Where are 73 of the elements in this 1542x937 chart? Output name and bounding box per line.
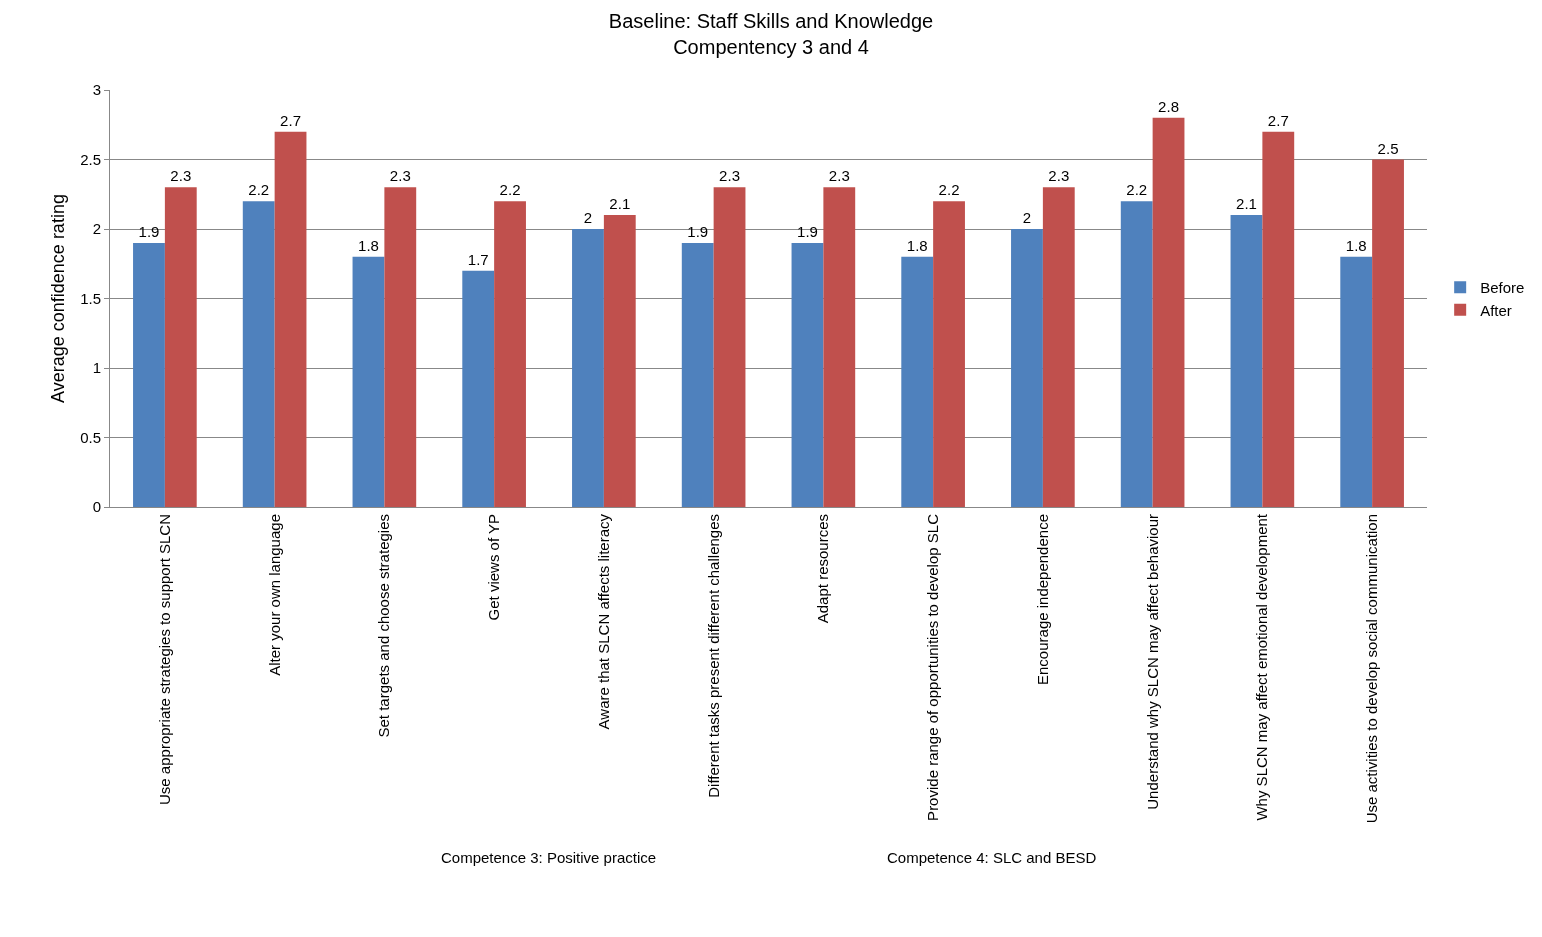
bar <box>933 201 965 507</box>
x-tick-label: Different tasks present different challenges <box>704 514 722 798</box>
bar <box>1340 256 1373 507</box>
data-label: 2.2 <box>499 181 521 199</box>
y-tick-label: 2 <box>92 220 101 238</box>
bar <box>242 201 275 507</box>
bar <box>494 201 526 507</box>
x-tick-label: Get views of YP <box>485 514 503 621</box>
bar <box>713 187 746 507</box>
data-label: 2.1 <box>1236 195 1257 213</box>
data-label: 2.2 <box>248 181 270 199</box>
x-tick-label: Alter your own language <box>265 514 283 676</box>
data-label: 2.3 <box>828 167 850 185</box>
y-tick-label: 1.5 <box>80 289 101 307</box>
x-tick-label: Encourage independence <box>1033 514 1051 685</box>
bar <box>1042 187 1075 507</box>
x-tick-label: Why SLCN may affect emotional development <box>1253 513 1271 821</box>
bar <box>1262 131 1295 507</box>
bar <box>1011 229 1043 507</box>
bar <box>274 131 307 507</box>
data-label: 1.7 <box>467 250 489 268</box>
data-label: 1.9 <box>687 222 709 240</box>
data-label: 2.8 <box>1158 97 1179 115</box>
bar <box>384 187 417 507</box>
x-tick-label: Aware that SLCN affects literacy <box>594 513 612 730</box>
data-label: 2 <box>1022 209 1032 226</box>
data-label: 2.1 <box>609 195 631 213</box>
y-axis-title: Average confidence rating <box>48 194 68 403</box>
x-tick-label: Provide range of opportunities to develop SLC <box>924 513 942 821</box>
data-label: 2.7 <box>1267 111 1289 129</box>
bar <box>352 256 385 507</box>
x-tick-label: Use activities to develop social communication <box>1363 514 1381 824</box>
bar <box>1372 159 1404 507</box>
legend-label: Before <box>1480 279 1525 297</box>
data-label: 1.8 <box>906 236 928 254</box>
data-label: 2.5 <box>1377 139 1399 157</box>
text: Competence 3: Positive practice <box>441 849 657 866</box>
y-tick-label: 1 <box>92 359 101 377</box>
data-label: 2.3 <box>1048 167 1070 185</box>
data-label: 2 <box>583 209 593 226</box>
bar <box>164 187 197 507</box>
bar <box>1152 117 1185 507</box>
x-tick-label: Set targets and choose strategies <box>375 514 393 738</box>
data-label: 2.7 <box>280 111 301 129</box>
data-label: 2.3 <box>719 167 740 185</box>
x-tick-label: Understand why SLCN may affect behaviour <box>1143 514 1161 810</box>
x-tick-label: Use appropriate strategies to support SLCN <box>155 514 173 805</box>
y-tick-label: 0.5 <box>80 428 101 446</box>
y-tick-label: 2.5 <box>80 150 101 168</box>
bar <box>823 187 856 507</box>
text: Competence 4: SLC and BESD <box>887 849 1097 866</box>
data-label: 2.2 <box>1126 181 1148 199</box>
bar <box>901 256 934 507</box>
bar <box>603 215 636 507</box>
data-label: 1.9 <box>138 222 160 240</box>
bar <box>1120 201 1153 507</box>
legend-label: After <box>1480 301 1512 319</box>
data-label: 1.8 <box>358 236 379 254</box>
chart-title: Baseline: Staff Skills and Knowledge Compentency 3 and 4 <box>608 10 934 59</box>
bar <box>1230 215 1263 507</box>
data-label: 1.9 <box>797 222 818 240</box>
data-label: 2.2 <box>938 181 960 199</box>
bar <box>133 242 165 507</box>
y-tick-label: 0 <box>92 498 101 516</box>
bar <box>791 242 824 507</box>
data-label: 2.3 <box>389 167 411 185</box>
bar <box>681 242 714 507</box>
data-label: 1.8 <box>1345 236 1367 254</box>
bar <box>462 270 495 507</box>
bar <box>572 229 604 507</box>
x-tick-label: Adapt resources <box>814 514 832 624</box>
data-label: 2.3 <box>170 167 192 185</box>
y-tick-label: 3 <box>92 81 101 99</box>
